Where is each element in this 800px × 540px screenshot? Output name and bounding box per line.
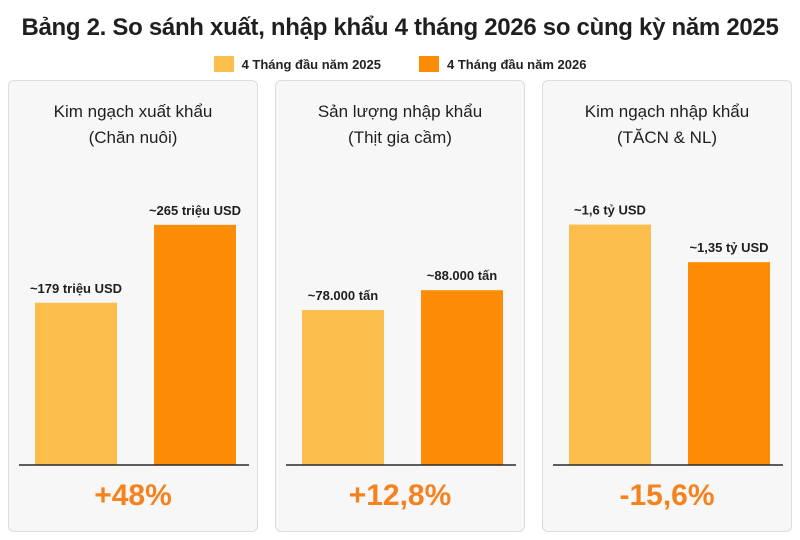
- bar-chart-poultry: ~78.000 tấn ~88.000 tấn: [286, 268, 516, 466]
- panel-title: Kim ngạch nhập khẩu (TĂCN & NL): [543, 99, 791, 151]
- legend-swatch-2026: [419, 56, 439, 72]
- data-label-2025: ~78.000 tấn: [308, 288, 379, 303]
- legend: 4 Tháng đầu năm 2025 4 Tháng đầu năm 202…: [0, 56, 800, 72]
- change-value: +48%: [94, 479, 172, 512]
- bar-2025: [302, 310, 384, 465]
- bar-2026: [688, 262, 770, 465]
- legend-label-2026: 4 Tháng đầu năm 2026: [447, 56, 587, 72]
- data-label-2025: ~1,6 tỷ USD: [574, 203, 646, 218]
- data-label-2026: ~1,35 tỷ USD: [689, 240, 768, 255]
- panel-title: Kim ngạch xuất khẩu (Chăn nuôi): [9, 99, 257, 151]
- panel-title-line1: Kim ngạch xuất khẩu: [53, 102, 213, 121]
- bar-2025: [35, 302, 117, 465]
- change-value: -15,6%: [619, 479, 715, 512]
- bar-2026: [421, 290, 503, 465]
- panel-title: Sản lượng nhập khẩu (Thịt gia cầm): [276, 99, 524, 151]
- panel-title-line2: (Chăn nuôi): [88, 128, 178, 147]
- legend-item-2025: 4 Tháng đầu năm 2025: [213, 56, 381, 72]
- bar-chart-export: ~179 triệu USD ~265 triệu USD: [19, 203, 249, 466]
- panel-import-feed: Kim ngạch nhập khẩu (TĂCN & NL) ~1,6 tỷ …: [542, 80, 792, 532]
- legend-label-2025: 4 Tháng đầu năm 2025: [241, 56, 381, 72]
- chart-title: Bảng 2. So sánh xuất, nhập khẩu 4 tháng …: [21, 14, 779, 41]
- panel-import-poultry: Sản lượng nhập khẩu (Thịt gia cầm) ~78.0…: [275, 80, 525, 532]
- legend-item-2026: 4 Tháng đầu năm 2026: [419, 56, 586, 72]
- panel-title-line2: (Thịt gia cầm): [348, 128, 452, 147]
- bar-chart-feed: ~1,6 tỷ USD ~1,35 tỷ USD: [553, 203, 783, 466]
- legend-swatch-2025: [213, 56, 234, 72]
- data-label-2026: ~88.000 tấn: [427, 268, 498, 283]
- bar-2026: [154, 224, 236, 465]
- panel-title-line1: Sản lượng nhập khẩu: [317, 102, 483, 121]
- panel-title-line2: (TĂCN & NL): [616, 128, 718, 147]
- bar-2025: [569, 224, 651, 465]
- change-value: +12,8%: [348, 479, 452, 512]
- panel-export-livestock: Kim ngạch xuất khẩu (Chăn nuôi) ~179 tri…: [8, 80, 258, 532]
- data-label-2025: ~179 triệu USD: [30, 281, 122, 296]
- data-label-2026: ~265 triệu USD: [149, 203, 241, 218]
- panel-title-line1: Kim ngạch nhập khẩu: [584, 102, 750, 121]
